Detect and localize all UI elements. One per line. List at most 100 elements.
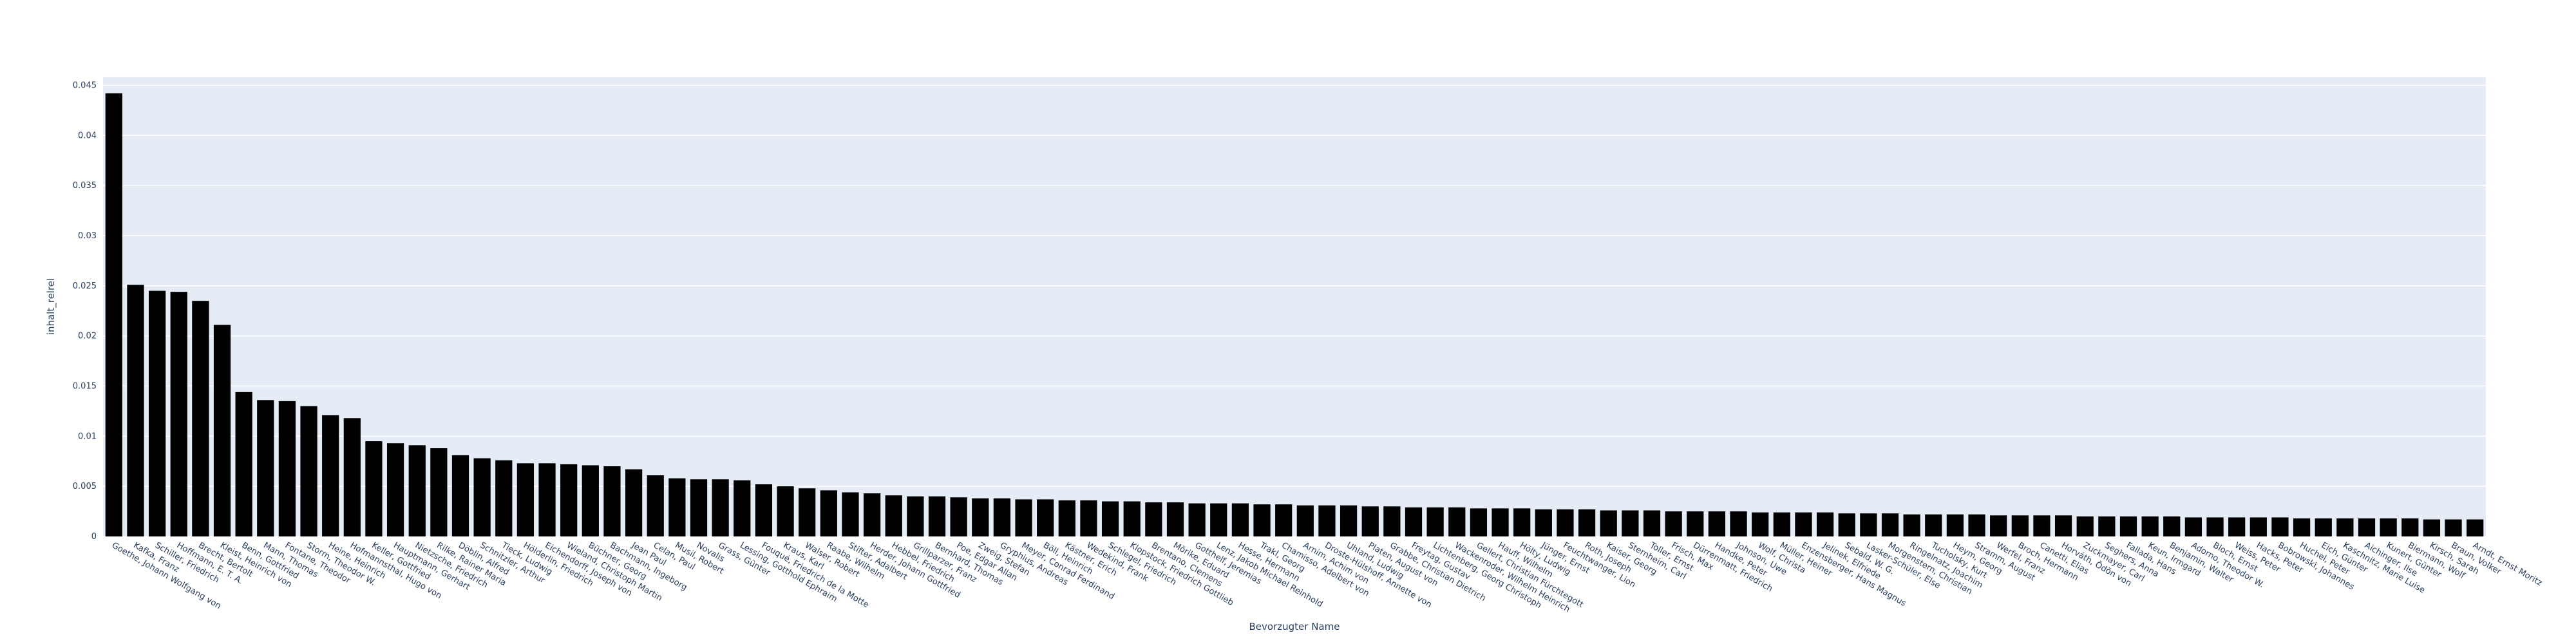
y-tick-label: 0 [91, 532, 97, 542]
bar [322, 415, 339, 536]
bar [668, 478, 686, 536]
bar [1101, 501, 1119, 536]
bar [1405, 507, 1423, 536]
bar [1448, 507, 1466, 536]
y-tick-label: 0.035 [73, 181, 97, 191]
bar [1860, 513, 1877, 536]
bar [1166, 502, 1184, 536]
bar [777, 486, 794, 536]
bar [1578, 509, 1596, 536]
bar [1881, 513, 1899, 536]
bar [2380, 518, 2397, 536]
bar [625, 469, 643, 536]
bar [2206, 517, 2224, 536]
bar [148, 290, 166, 536]
bar [1231, 503, 1249, 536]
y-tick-labels: 0 0.005 0.01 0.015 0.02 0.025 0.03 0.035 0.04 0.0… [73, 80, 97, 542]
bar [365, 441, 383, 536]
bar [538, 463, 556, 536]
bar [1643, 510, 1661, 536]
bar [235, 392, 252, 536]
bar [495, 460, 513, 536]
bar [1708, 511, 1726, 536]
bar [2011, 515, 2029, 536]
bar [1687, 511, 1704, 536]
bar [907, 496, 924, 536]
bar [1383, 506, 1401, 536]
bar [1253, 504, 1271, 536]
bar [2358, 518, 2376, 536]
y-tick-label: 0.01 [78, 431, 97, 441]
y-tick-label: 0.03 [78, 231, 97, 241]
bar [408, 445, 426, 536]
bar [1080, 500, 1097, 536]
bar [192, 301, 209, 536]
bar [972, 498, 989, 536]
bar [2033, 515, 2050, 536]
bar [1838, 513, 1855, 536]
bar [2467, 519, 2484, 536]
bar [755, 484, 773, 536]
y-tick-label: 0.025 [73, 281, 97, 291]
bar [1795, 512, 1812, 536]
bar [1903, 514, 1920, 536]
bar [2184, 517, 2202, 536]
bar [2119, 516, 2137, 536]
bar [1058, 500, 1075, 536]
bar [127, 285, 144, 536]
bar [928, 496, 946, 536]
bar [820, 490, 837, 536]
y-tick-label: 0.04 [78, 131, 97, 140]
bar [1037, 499, 1054, 536]
bars [105, 93, 2484, 536]
bar [343, 418, 361, 536]
bar [1015, 499, 1032, 536]
bar [2228, 517, 2246, 536]
y-axis-title: inhalt_relrel [45, 278, 57, 335]
bar [2336, 518, 2354, 536]
bar [1296, 505, 1314, 536]
bar [1622, 510, 1639, 536]
bar [603, 466, 621, 536]
bar [430, 448, 448, 536]
bar [257, 400, 274, 536]
bar [1470, 508, 1488, 536]
bar [2098, 516, 2116, 536]
bar [1752, 512, 1769, 536]
bar [2141, 516, 2159, 536]
bar [734, 480, 751, 536]
bar [885, 495, 902, 536]
bar [863, 493, 881, 536]
bar [1210, 503, 1227, 536]
bar [2271, 517, 2289, 536]
bar [1816, 512, 1834, 536]
bar [516, 463, 535, 536]
bar [712, 479, 729, 536]
bar [2445, 519, 2462, 536]
bar [1513, 508, 1531, 536]
bar [1557, 509, 1574, 536]
bar [1535, 509, 1552, 536]
bar [1145, 502, 1162, 536]
bar [560, 464, 578, 536]
bar [1968, 514, 1985, 536]
bar [105, 93, 122, 536]
bar [1730, 511, 1747, 536]
bar [690, 479, 708, 536]
y-tick-label: 0.005 [73, 482, 97, 491]
bar [278, 401, 296, 536]
bar [2076, 516, 2094, 536]
bar [2423, 519, 2441, 536]
bar [582, 465, 599, 536]
bar [386, 443, 404, 536]
bar [1773, 512, 1790, 536]
bar [1361, 506, 1379, 536]
bar [1340, 505, 1358, 536]
bar [1990, 515, 2007, 536]
bar [1318, 505, 1336, 536]
bar [2054, 515, 2072, 536]
bar [1665, 511, 1682, 536]
bar [2163, 516, 2181, 536]
bar [2293, 518, 2311, 536]
